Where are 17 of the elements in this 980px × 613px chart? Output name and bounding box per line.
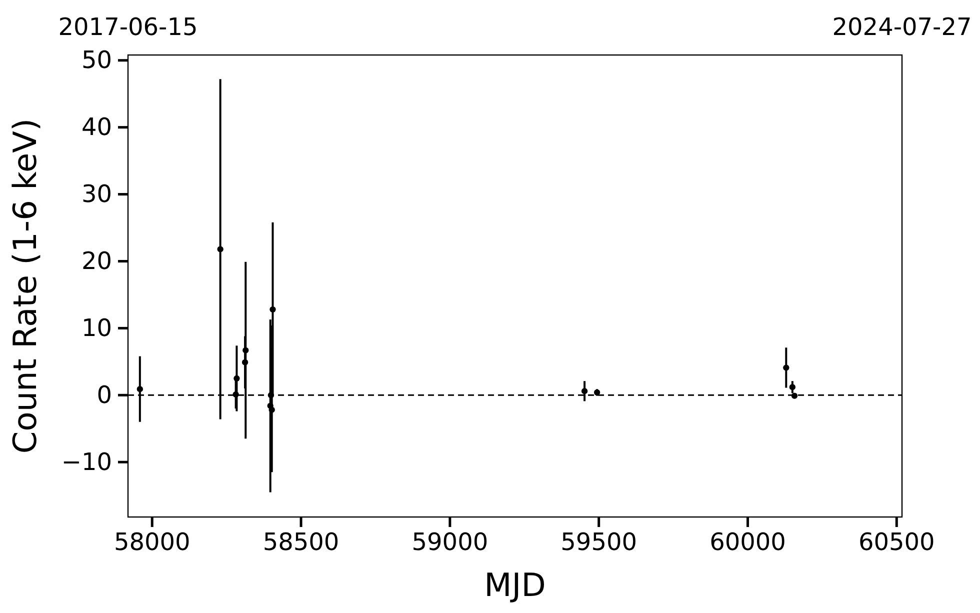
x-tick-label: 59500 [560,528,638,556]
y-tick-label: 20 [81,246,112,275]
x-tick-label: 59000 [412,528,488,556]
y-axis-title: Count Rate (1-6 keV) [6,118,44,454]
x-tick-label: 58500 [262,528,340,556]
y-tick-label: 50 [81,46,112,74]
x-tick-label: 58000 [114,528,190,556]
y-tick-label: 30 [81,180,112,208]
y-tick-label: 40 [81,112,112,141]
x2-tick-label: 2024-07-27 [832,13,972,41]
x-axis-title: MJD [484,566,546,604]
x2-tick-label: 2017-06-15 [58,13,198,41]
x-tick-label: 60000 [710,528,786,556]
y-tick-label: 10 [81,314,112,342]
x-tick-label: 60500 [858,528,935,556]
y-tick-label: −10 [61,448,112,476]
y-tick-label: 0 [96,380,112,409]
